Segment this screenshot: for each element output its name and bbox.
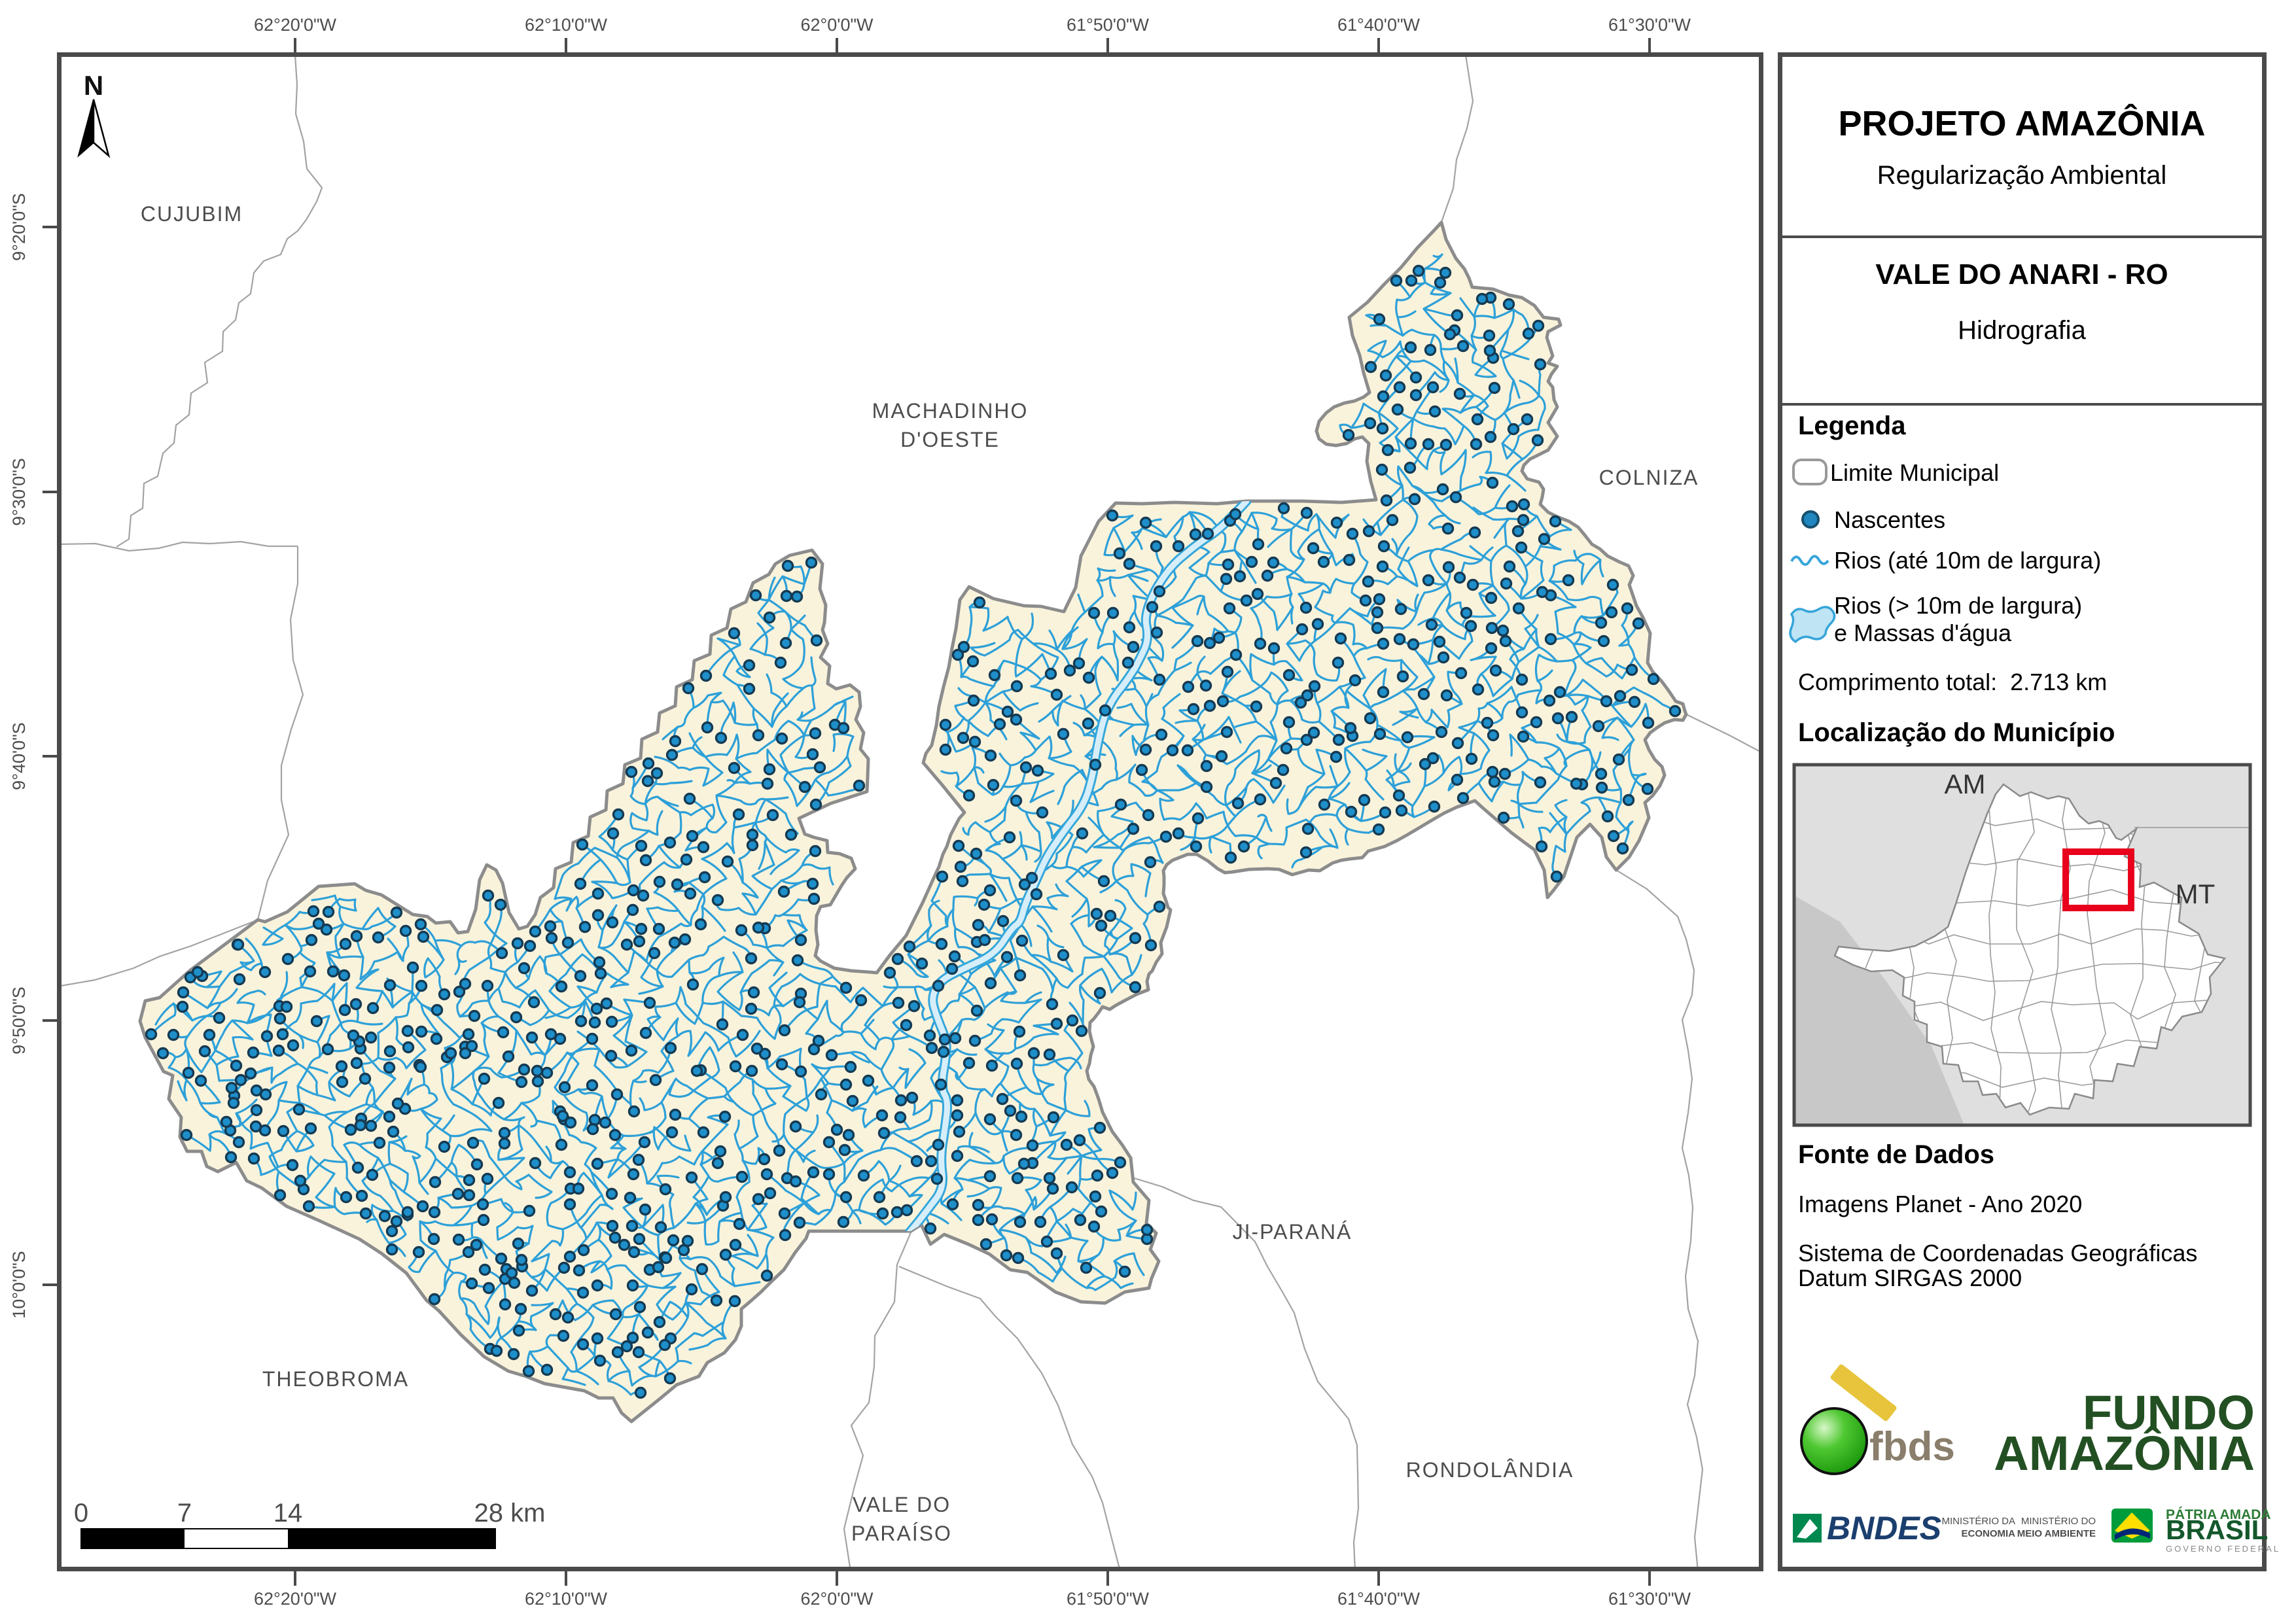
svg-text:e Massas d'água: e Massas d'água	[1834, 620, 2012, 646]
svg-text:9°20'0"S: 9°20'0"S	[9, 193, 29, 261]
svg-text:62°0'0"W: 62°0'0"W	[800, 15, 874, 35]
svg-text:62°10'0"W: 62°10'0"W	[525, 1589, 608, 1609]
svg-text:THEOBROMA: THEOBROMA	[262, 1367, 409, 1391]
svg-text:Nascentes: Nascentes	[1834, 506, 1945, 533]
svg-text:MINISTÉRIO DA: MINISTÉRIO DA	[1941, 1516, 2015, 1527]
svg-text:61°50'0"W: 61°50'0"W	[1067, 15, 1150, 35]
svg-text:61°40'0"W: 61°40'0"W	[1337, 1589, 1421, 1609]
svg-text:VALE DO: VALE DO	[853, 1493, 951, 1516]
svg-text:28 km: 28 km	[474, 1499, 546, 1527]
svg-text:RONDOLÂNDIA: RONDOLÂNDIA	[1406, 1458, 1574, 1482]
svg-text:Legenda: Legenda	[1798, 411, 1906, 440]
svg-text:N: N	[84, 70, 103, 101]
svg-text:62°20'0"W: 62°20'0"W	[254, 1589, 337, 1609]
svg-text:VALE DO ANARI - RO: VALE DO ANARI - RO	[1875, 258, 2168, 290]
svg-text:10°0'0"S: 10°0'0"S	[9, 1251, 29, 1319]
svg-text:MINISTÉRIO DO: MINISTÉRIO DO	[2021, 1516, 2096, 1527]
svg-text:Localização do Município: Localização do Município	[1798, 718, 2115, 747]
svg-text:Sistema de Coordenadas Geográf: Sistema de Coordenadas Geográficas	[1798, 1240, 2197, 1266]
svg-text:MACHADINHO: MACHADINHO	[872, 399, 1029, 423]
svg-text:PARAÍSO: PARAÍSO	[851, 1522, 952, 1545]
svg-text:CUJUBIM: CUJUBIM	[141, 202, 243, 226]
svg-text:AMAZÔNIA: AMAZÔNIA	[1994, 1426, 2255, 1480]
svg-text:MT: MT	[2176, 879, 2216, 909]
svg-text:9°50'0"S: 9°50'0"S	[9, 986, 29, 1055]
svg-text:14: 14	[274, 1499, 303, 1527]
svg-text:Rios (até 10m de largura): Rios (até 10m de largura)	[1834, 547, 2101, 574]
svg-text:Comprimento total: 2.713 km: Comprimento total: 2.713 km	[1798, 669, 2107, 695]
svg-text:Datum SIRGAS 2000: Datum SIRGAS 2000	[1798, 1265, 2022, 1291]
svg-text:61°40'0"W: 61°40'0"W	[1337, 15, 1421, 35]
svg-text:62°0'0"W: 62°0'0"W	[800, 1589, 874, 1609]
svg-text:BNDES: BNDES	[1827, 1510, 1941, 1546]
svg-text:ECONOMIA: ECONOMIA	[1962, 1528, 2016, 1539]
svg-text:JI-PARANÁ: JI-PARANÁ	[1233, 1220, 1352, 1244]
svg-text:Limite Municipal: Limite Municipal	[1830, 459, 1999, 486]
svg-text:Regularização Ambiental: Regularização Ambiental	[1877, 161, 2166, 190]
svg-text:Fonte de Dados: Fonte de Dados	[1798, 1140, 1994, 1169]
svg-text:Imagens Planet - Ano 2020: Imagens Planet - Ano 2020	[1798, 1191, 2082, 1217]
svg-text:61°30'0"W: 61°30'0"W	[1608, 15, 1691, 35]
svg-text:COLNIZA: COLNIZA	[1599, 466, 1699, 489]
svg-text:BRASIL: BRASIL	[2166, 1514, 2268, 1545]
svg-text:Rios (> 10m de largura): Rios (> 10m de largura)	[1834, 592, 2082, 619]
svg-text:7: 7	[177, 1499, 192, 1527]
svg-text:61°50'0"W: 61°50'0"W	[1067, 1589, 1150, 1609]
svg-text:Hidrografia: Hidrografia	[1958, 316, 2086, 345]
svg-text:GOVERNO FEDERAL: GOVERNO FEDERAL	[2166, 1544, 2280, 1554]
svg-text:62°10'0"W: 62°10'0"W	[525, 15, 608, 35]
svg-text:PROJETO AMAZÔNIA: PROJETO AMAZÔNIA	[1838, 103, 2205, 143]
svg-text:9°30'0"S: 9°30'0"S	[9, 458, 29, 526]
svg-text:FUNDO: FUNDO	[2083, 1386, 2255, 1440]
svg-text:62°20'0"W: 62°20'0"W	[254, 15, 337, 35]
svg-text:fbds: fbds	[1869, 1424, 1955, 1469]
svg-text:0: 0	[74, 1499, 88, 1527]
svg-text:AM: AM	[1945, 769, 1986, 799]
svg-text:9°40'0"S: 9°40'0"S	[9, 722, 29, 790]
svg-text:MEIO AMBIENTE: MEIO AMBIENTE	[2017, 1528, 2096, 1539]
svg-text:D'OESTE: D'OESTE	[900, 428, 1000, 451]
svg-text:61°30'0"W: 61°30'0"W	[1608, 1589, 1691, 1609]
svg-text:PÁTRIA AMADA: PÁTRIA AMADA	[2166, 1507, 2271, 1522]
